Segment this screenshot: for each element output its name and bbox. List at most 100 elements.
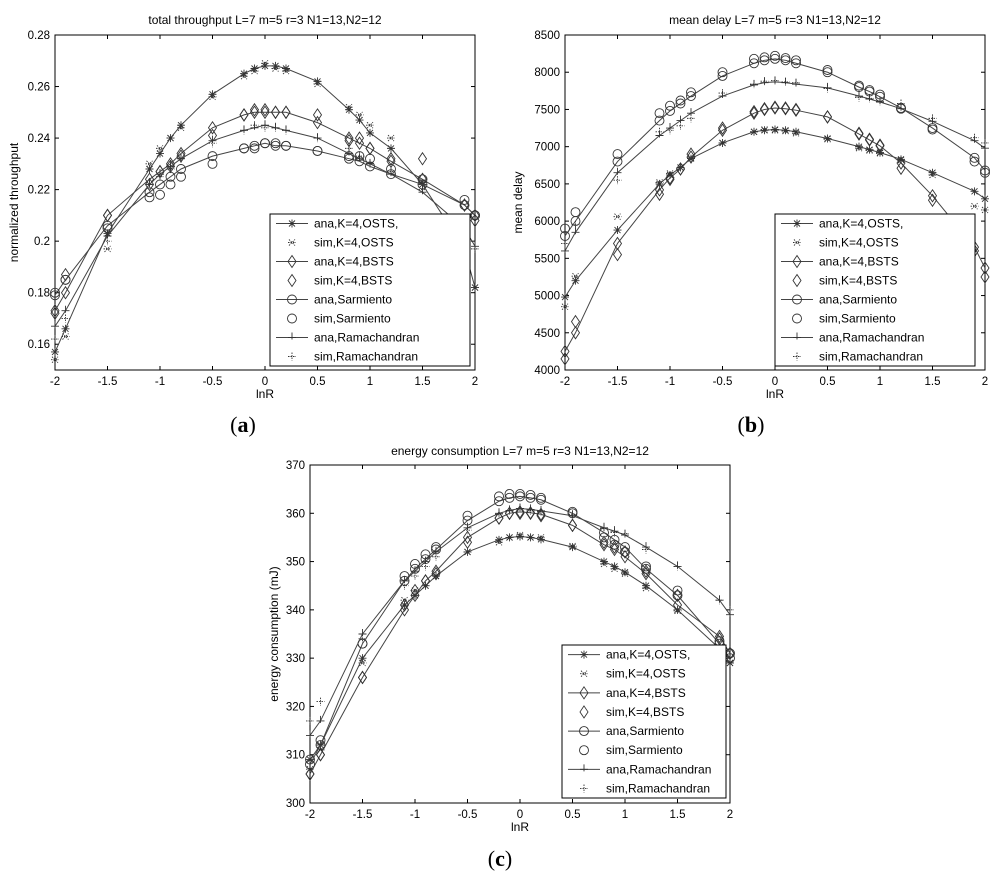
data-point — [570, 325, 581, 340]
legend-label: ana,Ramachandran — [819, 331, 924, 345]
chart-title: energy consumption L=7 m=5 r=3 N1=13,N2=… — [391, 444, 649, 458]
data-point — [51, 335, 59, 344]
legend-box — [269, 213, 471, 367]
data-point — [305, 759, 315, 770]
y-tick-label: 310 — [286, 750, 305, 762]
legend-item: ana,K=4,OSTS, — [276, 217, 398, 231]
data-point — [208, 90, 217, 99]
marker-dotstar — [760, 126, 769, 133]
marker-circle — [165, 179, 176, 190]
x-tick-label: -1 — [665, 376, 675, 388]
marker-dotstar — [526, 534, 535, 541]
legend-marker — [579, 686, 589, 700]
data-point — [165, 179, 176, 190]
marker-dotplus — [261, 123, 269, 132]
marker-circle — [570, 207, 581, 218]
data-point — [771, 125, 779, 134]
marker-diamond — [927, 188, 938, 203]
data-point — [665, 172, 675, 187]
data-point — [177, 154, 185, 163]
legend-marker — [793, 239, 801, 246]
marker-circle — [102, 220, 113, 231]
data-point — [673, 605, 682, 614]
data-point — [568, 510, 577, 519]
marker-diamond — [980, 261, 990, 275]
marker-circle — [620, 546, 630, 557]
data-point — [176, 164, 186, 174]
x-tick-label: -2 — [560, 376, 570, 388]
data-point — [471, 244, 479, 253]
data-point — [399, 603, 410, 617]
data-point — [240, 69, 248, 78]
data-point — [642, 581, 650, 590]
marker-dotplus — [718, 89, 727, 98]
marker-diamond — [570, 325, 581, 340]
marker-dotplus — [568, 510, 577, 519]
panel-b: mean delay L=7 m=5 r=3 N1=13,N2=12 -2 -1.5… — [511, 13, 990, 437]
marker-dotplus — [282, 126, 290, 135]
legend-marker — [288, 219, 296, 228]
marker-circle — [749, 53, 759, 64]
x-axis-label: lnR — [766, 387, 784, 401]
legend-label: sim,Sarmiento — [606, 743, 683, 757]
data-point — [612, 149, 623, 160]
marker-circle — [672, 590, 683, 601]
legend-marker — [288, 352, 296, 361]
marker-diamond — [791, 102, 801, 117]
marker-star — [621, 568, 629, 577]
marker-diamond — [399, 603, 410, 617]
data-point — [462, 535, 473, 550]
marker-circle — [759, 55, 770, 66]
marker-diamond — [417, 151, 428, 166]
marker-dotplus — [61, 314, 70, 323]
legend-item: ana,K=4,OSTS, — [568, 648, 690, 662]
marker-diamond — [560, 344, 570, 359]
marker-circle — [969, 156, 980, 167]
marker-dotstar — [970, 202, 979, 210]
series-ana-sarmiento — [560, 53, 990, 241]
legend-marker — [793, 352, 801, 361]
data-point — [641, 561, 651, 572]
data-point — [495, 510, 503, 519]
data-point — [345, 105, 353, 114]
marker-circle — [665, 100, 675, 111]
marker-diamond — [462, 535, 473, 550]
legend-marker — [792, 313, 802, 324]
y-tick-label: 300 — [286, 798, 305, 810]
marker-diamond — [609, 540, 620, 554]
data-point — [400, 581, 409, 590]
marker-star — [613, 226, 622, 235]
marker-diamond — [759, 101, 770, 116]
data-point — [749, 53, 759, 64]
marker-circle — [281, 140, 291, 151]
marker-circle — [770, 50, 780, 61]
data-point — [654, 187, 665, 202]
marker-star — [495, 535, 503, 544]
marker-star — [288, 219, 296, 228]
x-tick-label: -1.5 — [98, 376, 118, 388]
marker-star — [642, 581, 650, 590]
data-point — [387, 144, 395, 153]
marker-diamond — [822, 110, 833, 124]
data-point — [687, 108, 695, 116]
marker-dotstar — [271, 65, 280, 72]
legend-box — [561, 644, 727, 799]
legend-item: sim,Ramachandran — [580, 781, 710, 795]
data-point — [249, 105, 260, 120]
marker-circle — [525, 492, 536, 503]
data-point — [970, 202, 979, 210]
data-point — [156, 149, 164, 158]
data-point — [665, 105, 675, 116]
data-point — [759, 52, 770, 63]
data-point — [494, 511, 504, 525]
data-point — [313, 77, 322, 86]
marker-dotplus — [687, 114, 695, 123]
data-point — [271, 65, 280, 72]
legend-item: ana,K=4,BSTS — [781, 255, 899, 269]
data-point — [665, 100, 675, 111]
marker-diamond — [654, 187, 665, 202]
marker-dotstar — [261, 60, 269, 67]
data-point — [208, 139, 217, 148]
data-point — [599, 532, 609, 543]
legend-label: sim,Ramachandran — [819, 350, 923, 364]
